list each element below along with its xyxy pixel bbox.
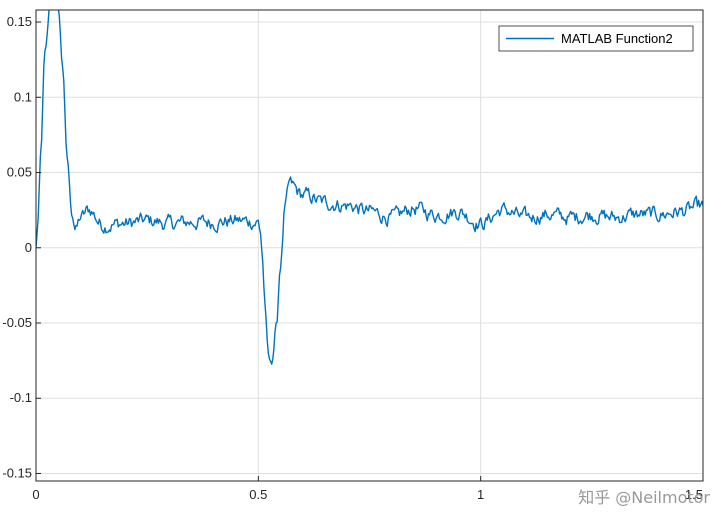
x-tick-label-2: 1 [477, 487, 484, 502]
y-tick-label-3: 0 [25, 240, 32, 255]
x-tick-label-0: 0 [32, 487, 39, 502]
grid [35, 10, 704, 481]
series-layer [36, 10, 703, 365]
x-tick-label-1: 0.5 [249, 487, 267, 502]
series-line-0 [36, 10, 703, 365]
y-tick-label-4: -0.05 [2, 315, 32, 330]
plot-frame [35, 9, 704, 482]
legend-label-matlab-function2: MATLAB Function2 [561, 31, 673, 46]
y-tick-label-6: -0.15 [2, 465, 32, 480]
x-tick-label-3: 1.5 [685, 487, 703, 502]
y-tick-label-2: 0.05 [7, 165, 32, 180]
watermark: 知乎 @Neilmotor [578, 488, 710, 507]
plot-area [36, 10, 703, 481]
y-tick-label-0: 0.15 [7, 14, 32, 29]
y-tick-label-5: -0.1 [10, 390, 32, 405]
ticks: 0 0.5 1 1.5 0.15 0.1 0.05 0 -0.05 -0.1 -0.15 [2, 14, 704, 502]
y-tick-label-1: 0.1 [14, 89, 32, 104]
legend: MATLAB Function2 [498, 25, 694, 52]
